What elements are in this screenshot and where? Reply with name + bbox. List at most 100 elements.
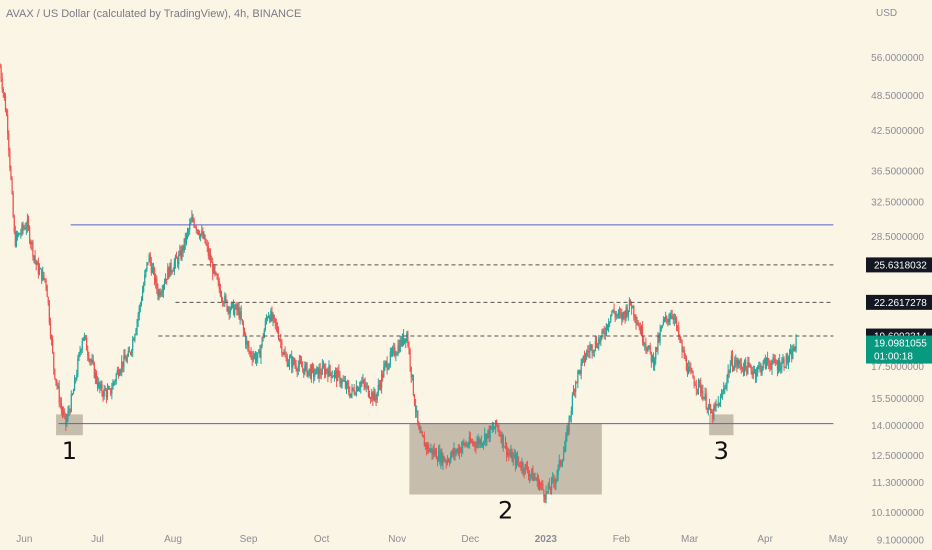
candle-down xyxy=(92,359,94,363)
price-tick-label: 9.1000000 xyxy=(877,536,925,547)
candle-down xyxy=(250,351,252,357)
candle-down xyxy=(754,369,757,377)
candle-up xyxy=(427,444,429,450)
candle-up xyxy=(684,357,686,359)
price-tick-label: 48.5000000 xyxy=(871,91,924,102)
candle-up xyxy=(552,477,554,479)
candle-up xyxy=(70,394,72,412)
candle-up xyxy=(569,416,571,418)
candle-down xyxy=(110,388,112,394)
candle-down xyxy=(59,402,61,404)
candle-down xyxy=(748,362,750,366)
candle-up xyxy=(148,254,150,263)
time-axis[interactable]: Jun Jul Aug Sep Oct Nov Dec 2023 Feb Mar Apr May xyxy=(16,534,847,545)
candle-down xyxy=(159,291,161,296)
candle-down xyxy=(241,319,243,323)
candle-up xyxy=(263,330,265,339)
candle-down xyxy=(294,363,296,365)
candle-down xyxy=(626,307,628,316)
candle-up xyxy=(732,368,735,370)
candle-up xyxy=(747,362,749,374)
candle-up xyxy=(316,367,318,369)
candle-up xyxy=(116,369,118,375)
candle-down xyxy=(766,357,769,362)
candle-up xyxy=(115,374,117,381)
price-tag-layer: 25.631803222.261727819.609231419.0981055… xyxy=(866,257,932,364)
candle-down xyxy=(706,408,708,411)
candle-down xyxy=(8,133,10,151)
candle-down xyxy=(30,241,32,245)
candle-up xyxy=(264,321,266,331)
candle-down xyxy=(102,392,104,397)
candle-up xyxy=(71,394,73,395)
candle-up xyxy=(268,316,270,318)
candle-down xyxy=(370,398,372,399)
candle-down xyxy=(741,368,743,370)
candle-up xyxy=(757,366,759,373)
candle-down xyxy=(285,356,287,358)
candle-up xyxy=(253,354,255,357)
candle-up xyxy=(723,387,725,393)
candle-down xyxy=(34,255,36,261)
time-tick-label: Nov xyxy=(388,534,406,545)
candle-up xyxy=(138,307,140,316)
candle-up xyxy=(724,387,726,389)
candle-down xyxy=(293,358,295,364)
candle-up xyxy=(181,246,183,259)
candle-down xyxy=(248,345,250,352)
candle-down xyxy=(606,324,609,328)
candle-down xyxy=(409,350,411,367)
candle-down xyxy=(147,262,149,264)
candle-down xyxy=(171,271,173,273)
candle-up xyxy=(167,267,169,280)
candle-down xyxy=(207,246,209,256)
candle-down xyxy=(674,318,677,320)
chart-title: AVAX / US Dollar (calculated by TradingV… xyxy=(6,8,302,20)
candle-up xyxy=(265,318,268,322)
candle-up xyxy=(359,387,361,389)
candle-up xyxy=(420,431,422,433)
candle-down xyxy=(243,329,246,335)
candle-down xyxy=(348,385,350,393)
candle-down xyxy=(490,426,492,430)
candle-up xyxy=(461,447,463,453)
candle-down xyxy=(215,272,217,275)
candle-up xyxy=(547,483,549,492)
candle-up xyxy=(360,381,362,388)
candle-down xyxy=(104,388,106,391)
candle-up xyxy=(787,359,790,363)
candle-down xyxy=(775,363,777,365)
candle-down xyxy=(249,351,251,353)
candle-up xyxy=(577,371,579,383)
currency-label: USD xyxy=(876,8,897,19)
candle-down xyxy=(431,448,433,455)
candle-up xyxy=(203,234,205,239)
candle-down xyxy=(459,447,462,453)
candle-down xyxy=(13,216,15,232)
candle-up xyxy=(174,256,177,263)
candle-down xyxy=(554,481,556,485)
candle-down xyxy=(666,316,668,320)
price-axis[interactable]: USD 56.0000000 48.5000000 42.5000000 36.5000… xyxy=(871,8,924,547)
candle-down xyxy=(700,383,702,394)
candle-down xyxy=(364,383,366,388)
candle-down xyxy=(480,439,482,446)
candle-down xyxy=(522,462,524,471)
candle-up xyxy=(307,370,309,376)
candle-up xyxy=(337,370,339,382)
candle-up xyxy=(146,262,148,270)
candle-up xyxy=(598,339,600,348)
candle-down xyxy=(667,319,669,322)
candle-up xyxy=(173,262,175,271)
candle-up xyxy=(524,464,526,473)
candle-up xyxy=(18,233,20,236)
candle-down xyxy=(516,456,519,462)
candle-down xyxy=(379,385,382,388)
candle-down xyxy=(96,382,99,388)
candle-down xyxy=(764,358,766,369)
candle-up xyxy=(592,351,594,354)
candle-down xyxy=(281,341,283,353)
candle-down xyxy=(276,325,279,333)
candle-down xyxy=(168,267,170,278)
